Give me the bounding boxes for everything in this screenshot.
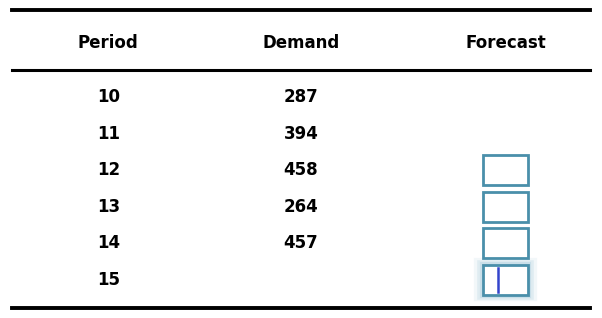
Text: 13: 13	[97, 198, 120, 216]
Text: 14: 14	[97, 234, 120, 252]
Text: 287: 287	[284, 88, 318, 106]
Text: 12: 12	[97, 161, 120, 179]
Bar	[482, 264, 530, 296]
Text: 11: 11	[97, 125, 120, 142]
Bar	[483, 265, 529, 295]
Text: 10: 10	[97, 88, 120, 106]
Text: 264: 264	[284, 198, 318, 216]
Text: 394: 394	[284, 125, 318, 142]
Bar	[483, 191, 529, 222]
Bar	[478, 262, 533, 298]
Text: Demand: Demand	[262, 34, 340, 52]
Text: Period: Period	[78, 34, 138, 52]
Bar	[480, 263, 531, 297]
Text: 458: 458	[284, 161, 318, 179]
Text: 457: 457	[284, 234, 318, 252]
Text: Forecast: Forecast	[465, 34, 546, 52]
Text: 15: 15	[97, 271, 120, 289]
Bar	[483, 155, 529, 185]
Bar	[483, 228, 529, 258]
